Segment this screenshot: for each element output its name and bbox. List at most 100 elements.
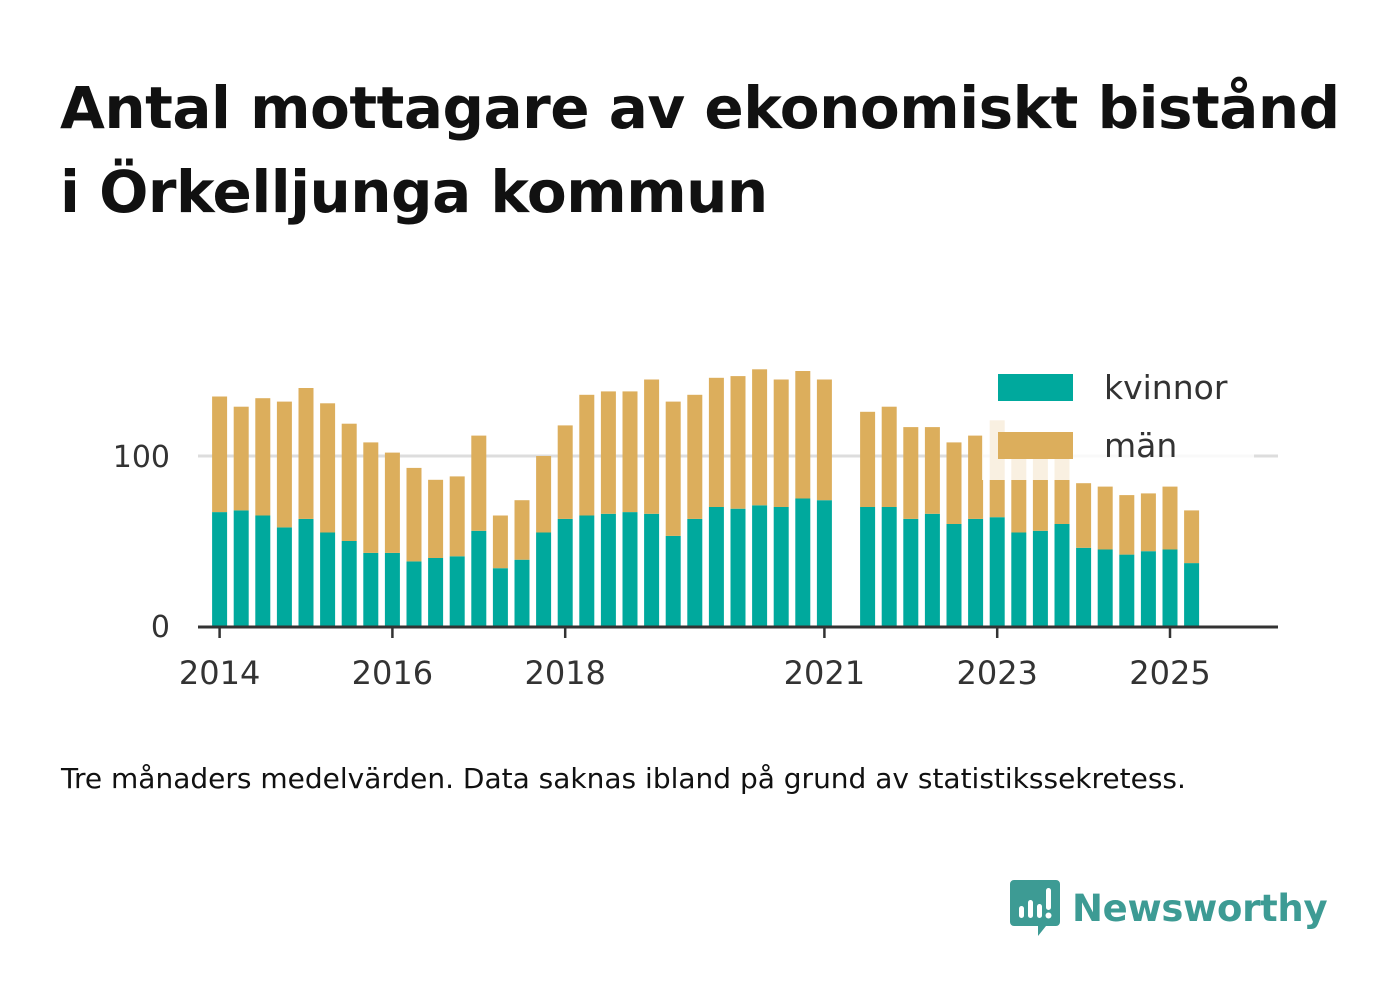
bar-man-2015-Q2 xyxy=(298,388,314,519)
bar-kvinnor-2024-Q4 xyxy=(1119,554,1135,626)
bar-kvinnor-2025-Q2 xyxy=(1162,549,1178,626)
bar-kvinnor-2024-Q2 xyxy=(1076,547,1092,626)
bar-kvinnor-2014-Q3 xyxy=(233,510,249,626)
bar-man-2019-Q3 xyxy=(665,401,681,536)
chart-title: Antal mottagare av ekonomiskt bistånd i … xyxy=(60,74,1340,226)
bar-man-2022-Q1 xyxy=(881,406,897,507)
bar-man-2016-Q2 xyxy=(384,452,400,553)
bar-man-2015-Q1 xyxy=(276,401,292,528)
bar-man-2017-Q4 xyxy=(514,500,530,560)
bar-kvinnor-2021-Q2 xyxy=(816,500,832,626)
bar-kvinnor-2024-Q1 xyxy=(1054,524,1070,626)
bar-kvinnor-2017-Q3 xyxy=(492,568,508,626)
bar-kvinnor-2023-Q2 xyxy=(989,517,1005,626)
bar-kvinnor-2016-Q3 xyxy=(406,561,422,626)
bar-man-2017-Q2 xyxy=(471,435,487,531)
bar-kvinnor-2015-Q2 xyxy=(298,518,314,626)
bar-man-2022-Q3 xyxy=(924,427,940,514)
bar-man-2019-Q2 xyxy=(644,379,660,514)
bar-man-2018-Q1 xyxy=(536,456,552,533)
bar-man-2025-Q2 xyxy=(1162,486,1178,550)
x-tick-label: 2018 xyxy=(524,654,605,692)
bar-kvinnor-2022-Q3 xyxy=(924,513,940,626)
bar-kvinnor-2016-Q1 xyxy=(363,552,379,626)
bar-kvinnor-2018-Q4 xyxy=(600,513,616,626)
bar-kvinnor-2019-Q2 xyxy=(644,513,660,626)
bar-kvinnor-2019-Q1 xyxy=(622,512,638,626)
bar-kvinnor-2022-Q1 xyxy=(881,507,897,626)
bar-kvinnor-2024-Q3 xyxy=(1097,549,1113,626)
x-tick-label: 2021 xyxy=(784,654,865,692)
bar-kvinnor-2015-Q3 xyxy=(320,532,336,626)
bar-kvinnor-2015-Q4 xyxy=(341,541,357,626)
bar-kvinnor-2020-Q4 xyxy=(773,507,789,626)
bar-kvinnor-2017-Q1 xyxy=(449,556,465,626)
bars xyxy=(212,369,1200,626)
bar-kvinnor-2022-Q2 xyxy=(903,518,919,626)
bar-kvinnor-2018-Q3 xyxy=(579,515,595,626)
bar-man-2020-Q2 xyxy=(730,376,746,509)
x-tick-label: 2016 xyxy=(352,654,433,692)
bar-man-2016-Q3 xyxy=(406,467,422,562)
legend-swatch-man xyxy=(998,432,1073,459)
bar-kvinnor-2014-Q2 xyxy=(212,512,228,626)
bar-kvinnor-2019-Q4 xyxy=(687,518,703,626)
axes: 0 100 2014 2016 2018 2021 2023 2025 xyxy=(113,440,1278,692)
bar-man-2017-Q1 xyxy=(449,476,465,557)
y-tick-label: 100 xyxy=(113,440,170,475)
legend-label-kvinnor: kvinnor xyxy=(1104,368,1228,407)
bar-man-2021-Q2 xyxy=(816,379,832,501)
bar-man-2020-Q3 xyxy=(752,369,768,506)
bar-kvinnor-2021-Q4 xyxy=(860,507,876,626)
bar-man-2019-Q4 xyxy=(687,394,703,519)
bar-kvinnor-2020-Q3 xyxy=(752,505,768,626)
bar-man-2015-Q4 xyxy=(341,423,357,541)
footnote: Tre månaders medelvärden. Data saknas ib… xyxy=(61,762,1186,795)
bar-kvinnor-2023-Q3 xyxy=(1011,532,1027,626)
bar-kvinnor-2021-Q1 xyxy=(795,498,811,626)
bar-man-2022-Q2 xyxy=(903,427,919,519)
bar-man-2017-Q3 xyxy=(492,515,508,569)
newsworthy-logo: Newsworthy xyxy=(1010,878,1328,938)
bar-kvinnor-2022-Q4 xyxy=(946,524,962,626)
bar-man-2019-Q1 xyxy=(622,391,638,513)
bar-kvinnor-2018-Q1 xyxy=(536,532,552,626)
y-tick-label: 0 xyxy=(151,610,170,645)
bar-chart: 0 100 2014 2016 2018 2021 2023 2025 kvinnor män xyxy=(112,362,1278,692)
bar-man-2021-Q1 xyxy=(795,371,811,499)
bar-kvinnor-2025-Q3 xyxy=(1184,563,1200,626)
bar-man-2016-Q1 xyxy=(363,442,379,553)
bar-man-2021-Q4 xyxy=(860,411,876,507)
bar-kvinnor-2016-Q2 xyxy=(384,552,400,626)
bar-man-2014-Q2 xyxy=(212,396,228,513)
bar-man-2023-Q1 xyxy=(968,435,984,519)
legend-swatch-kvinnor xyxy=(998,374,1073,401)
bar-man-2024-Q3 xyxy=(1097,486,1113,550)
bar-kvinnor-2017-Q4 xyxy=(514,559,530,626)
bar-kvinnor-2014-Q4 xyxy=(255,515,271,626)
bar-kvinnor-2017-Q2 xyxy=(471,530,487,626)
bar-man-2025-Q1 xyxy=(1140,493,1156,552)
x-tick-label: 2025 xyxy=(1129,654,1210,692)
brand-name: Newsworthy xyxy=(1072,886,1328,930)
bar-man-2025-Q3 xyxy=(1184,510,1200,564)
bar-man-2014-Q4 xyxy=(255,398,271,516)
bar-man-2016-Q4 xyxy=(428,479,444,558)
bar-man-2024-Q4 xyxy=(1119,495,1135,555)
bar-kvinnor-2023-Q1 xyxy=(968,518,984,626)
bar-kvinnor-2018-Q2 xyxy=(557,518,573,626)
bar-man-2020-Q4 xyxy=(773,379,789,507)
bar-man-2014-Q3 xyxy=(233,406,249,511)
bar-kvinnor-2020-Q2 xyxy=(730,508,746,626)
bar-kvinnor-2023-Q4 xyxy=(1032,530,1048,626)
bar-kvinnor-2016-Q4 xyxy=(428,558,444,626)
legend: kvinnor män xyxy=(982,362,1254,480)
bar-man-2024-Q2 xyxy=(1076,483,1092,548)
bar-kvinnor-2025-Q1 xyxy=(1140,551,1156,626)
bar-kvinnor-2015-Q1 xyxy=(276,527,292,626)
bar-man-2018-Q3 xyxy=(579,394,595,516)
chart-area: 0 100 2014 2016 2018 2021 2023 2025 kvinnor män xyxy=(112,362,1278,692)
x-tick-label: 2014 xyxy=(179,654,260,692)
bar-kvinnor-2020-Q1 xyxy=(708,507,724,626)
bar-man-2015-Q3 xyxy=(320,403,336,533)
